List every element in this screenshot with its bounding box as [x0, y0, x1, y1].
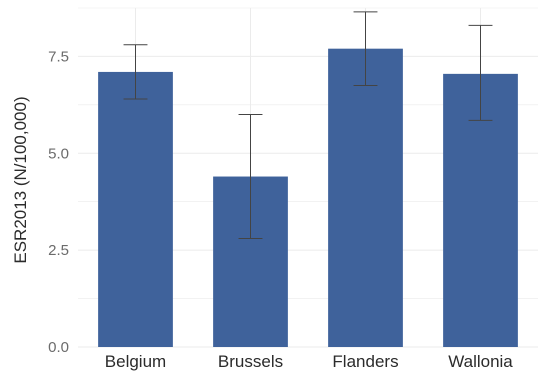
bar-flanders: [328, 48, 403, 348]
errorbar-brussels: [238, 114, 263, 240]
x-tick-label: Flanders: [332, 352, 398, 371]
errorbar-flanders: [353, 11, 378, 86]
error-bars-group: [123, 11, 493, 240]
y-tick-label: 5.0: [48, 145, 69, 162]
y-tick-label: 0.0: [48, 339, 69, 356]
bar-belgium: [98, 71, 173, 347]
x-tick-label: Belgium: [105, 352, 166, 371]
y-tick-labels: 0.0 2.5 5.0 7.5: [48, 48, 69, 356]
y-tick-label: 7.5: [48, 48, 69, 65]
bars-group: [98, 48, 518, 348]
errorbar-wallonia: [468, 24, 493, 121]
x-tick-label: Wallonia: [448, 352, 513, 371]
y-axis-title: ESR2013 (N/100,000): [11, 96, 30, 263]
y-tick-label: 2.5: [48, 242, 69, 259]
x-tick-label: Brussels: [218, 352, 283, 371]
x-tick-labels: Belgium Brussels Flanders Wallonia: [105, 352, 514, 371]
errorbar-belgium: [123, 44, 148, 100]
